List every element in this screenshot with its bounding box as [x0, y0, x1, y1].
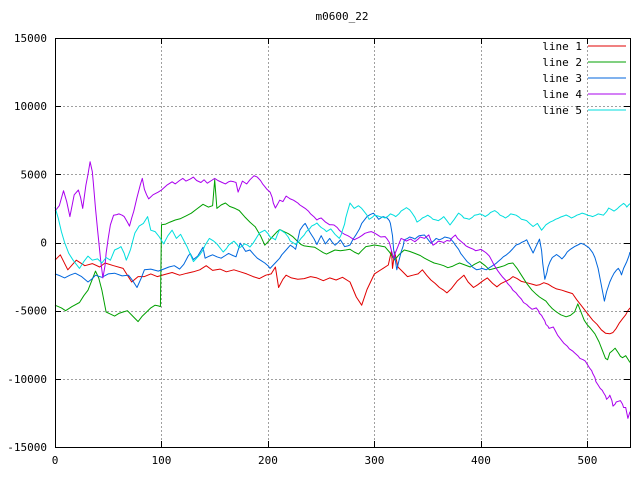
- x-tick-label: 300: [365, 454, 385, 467]
- y-tick-label: 10000: [14, 100, 47, 113]
- legend: line 1 line 2 line 3 line 4 line 5: [542, 40, 626, 117]
- y-tick-label: 5000: [21, 168, 48, 181]
- legend-item: line 5: [542, 104, 626, 117]
- axis-labels: -15000 -10000 -5000 0 5000 10000 15000 0 100 200 3…: [7, 32, 597, 467]
- y-tick-label: 0: [40, 237, 47, 250]
- y-tick-label: -10000: [7, 373, 47, 386]
- series-line-2: [54, 179, 631, 363]
- x-tick-label: 100: [152, 454, 172, 467]
- legend-label: line 3: [542, 72, 582, 85]
- legend-item: line 4: [542, 88, 626, 101]
- legend-label: line 5: [542, 104, 582, 117]
- x-tick-label: 500: [577, 454, 597, 467]
- y-tick-label: -15000: [7, 441, 47, 454]
- x-tick-label: 400: [471, 454, 491, 467]
- legend-item: line 1: [542, 40, 626, 53]
- series-line-5: [54, 202, 631, 269]
- grid: [55, 38, 630, 447]
- series-line-1: [54, 250, 631, 335]
- y-tick-label: -5000: [14, 305, 47, 318]
- legend-item: line 3: [542, 72, 626, 85]
- axes: [55, 38, 631, 448]
- chart-title: m0600_22: [316, 10, 369, 23]
- legend-label: line 4: [542, 88, 582, 101]
- y-tick-label: 15000: [14, 32, 47, 45]
- series-line-4: [54, 161, 631, 419]
- x-tick-label: 200: [258, 454, 278, 467]
- series-lines: [54, 161, 631, 419]
- legend-label: line 1: [542, 40, 582, 53]
- series-line-3: [54, 212, 631, 302]
- legend-label: line 2: [542, 56, 582, 69]
- x-tick-label: 0: [52, 454, 59, 467]
- legend-item: line 2: [542, 56, 626, 69]
